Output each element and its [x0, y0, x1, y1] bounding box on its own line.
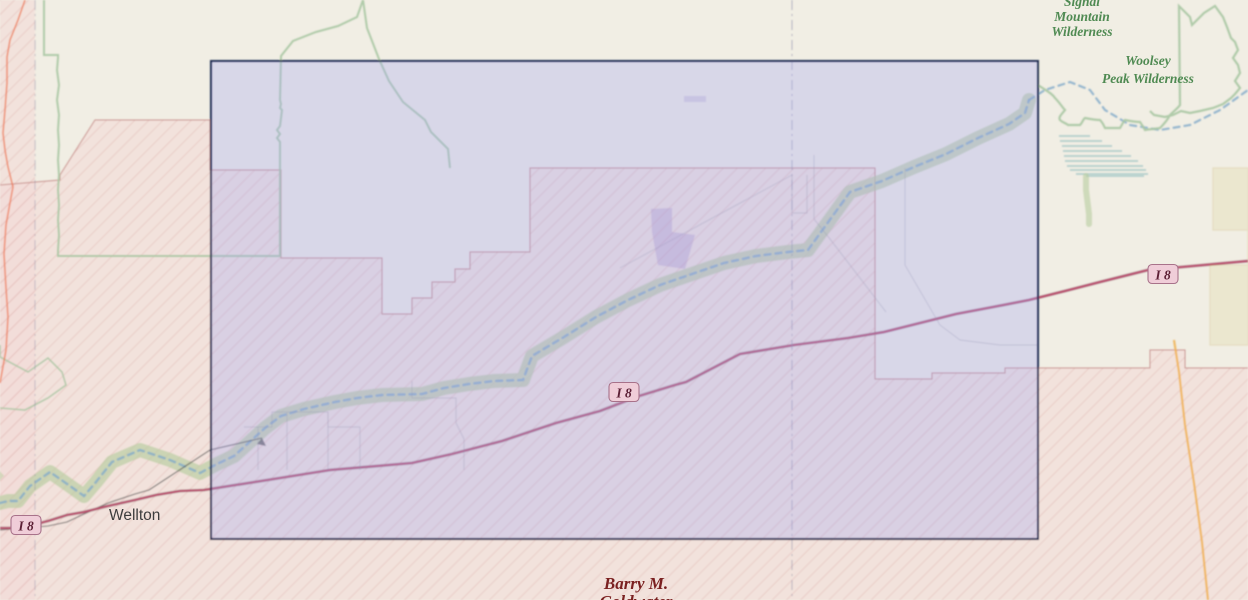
svg-text:Peak Wilderness: Peak Wilderness [1102, 71, 1194, 86]
svg-text:Signal: Signal [1064, 0, 1100, 9]
svg-text:Wilderness: Wilderness [1051, 24, 1112, 39]
svg-text:Wellton: Wellton [109, 507, 160, 524]
svg-text:Mountain: Mountain [1053, 9, 1110, 24]
svg-text:Woolsey: Woolsey [1125, 53, 1171, 68]
svg-text:Barry M.: Barry M. [603, 574, 668, 593]
svg-text:Goldwater: Goldwater [600, 592, 673, 600]
